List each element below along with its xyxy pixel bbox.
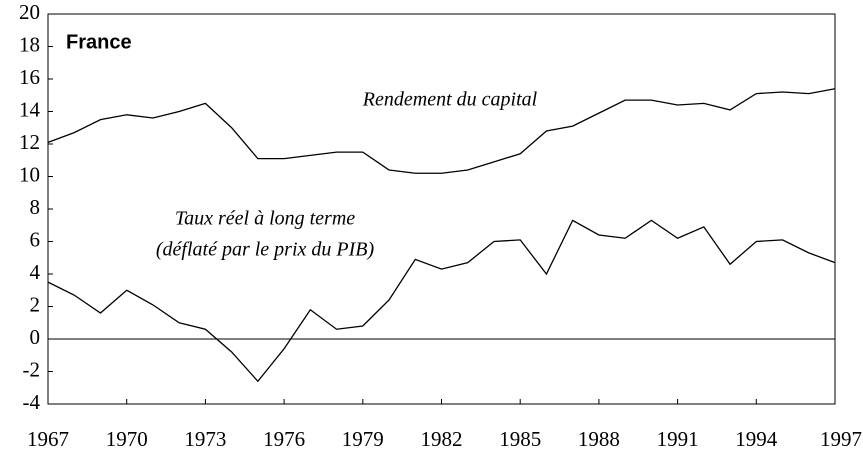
- x-tick-label: 1991: [657, 427, 699, 451]
- plot-frame: [47, 13, 836, 405]
- annotation: (déflaté par le prix du PIB): [156, 239, 375, 261]
- annotation: Taux réel à long terme: [175, 208, 355, 230]
- x-tick-label: 1997: [820, 427, 862, 451]
- x-tick-label: 1973: [184, 427, 226, 451]
- y-tick-label: 8: [30, 195, 41, 219]
- x-tick-label: 1985: [499, 427, 541, 451]
- annotation: Rendement du capital: [362, 89, 538, 111]
- y-tick-label: 6: [30, 227, 41, 251]
- x-tick-label: 1994: [735, 427, 778, 451]
- y-tick-label: 20: [19, 0, 40, 24]
- x-tick-label: 1988: [578, 427, 620, 451]
- y-tick-label: 0: [30, 325, 41, 349]
- x-tick-label: 1970: [106, 427, 148, 451]
- x-tick-label: 1982: [421, 427, 463, 451]
- y-tick-label: -4: [23, 390, 41, 414]
- y-tick-label: 16: [19, 65, 40, 89]
- x-tick-label: 1967: [27, 427, 69, 451]
- y-tick-label: 10: [19, 162, 40, 186]
- y-tick-label: 14: [19, 97, 41, 121]
- series-line: [47, 88, 836, 174]
- y-tick-label: 4: [30, 260, 41, 284]
- chart-title: France: [66, 31, 132, 53]
- y-tick-label: 18: [19, 32, 40, 56]
- series-line: [47, 219, 836, 383]
- y-tick-label: 12: [19, 130, 40, 154]
- y-tick-label: 2: [30, 292, 41, 316]
- x-tick-label: 1979: [342, 427, 384, 451]
- x-tick-label: 1976: [263, 427, 305, 451]
- y-tick-label: -2: [23, 357, 41, 381]
